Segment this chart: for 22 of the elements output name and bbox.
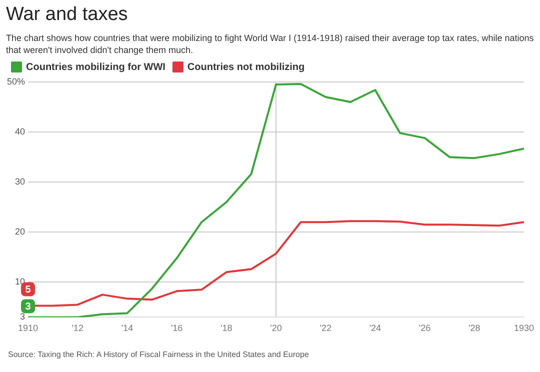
chart-subtitle: The chart shows how countries that were mobilizing to fight World War I (1914-1918) raised their average top tax rates, while nations that weren't involved didn't change them much. <box>6 32 535 56</box>
y-tick-label: 30 <box>15 176 26 187</box>
x-tick-label: '18 <box>220 323 232 334</box>
x-tick-label: '14 <box>121 323 134 334</box>
source-note: Source: Taxing the Rich: A History of Fiscal Fairness in the United States and Europe <box>8 350 309 359</box>
data-label: 5 <box>25 284 32 296</box>
y-tick-label: 50% <box>7 76 26 86</box>
x-tick-label: '24 <box>369 323 382 334</box>
x-tick-label: '20 <box>270 323 282 334</box>
y-tick-label: 20 <box>15 226 26 237</box>
chart-title: War and taxes <box>6 4 128 26</box>
y-tick-label: 40 <box>15 126 26 137</box>
x-tick-label: 1910 <box>18 323 38 334</box>
x-tick-label: '28 <box>468 323 480 334</box>
x-tick-label: '22 <box>320 323 332 334</box>
x-tick-label: 1930 <box>514 323 534 334</box>
legend-label: Countries not mobilizing <box>187 62 305 73</box>
x-tick-label: '12 <box>72 323 84 334</box>
legend-label: Countries mobilizing for WWI <box>26 62 166 73</box>
y-tick-label: 3 <box>20 312 26 322</box>
x-tick-label: '16 <box>170 323 183 334</box>
x-tick-label: '26 <box>418 323 431 334</box>
